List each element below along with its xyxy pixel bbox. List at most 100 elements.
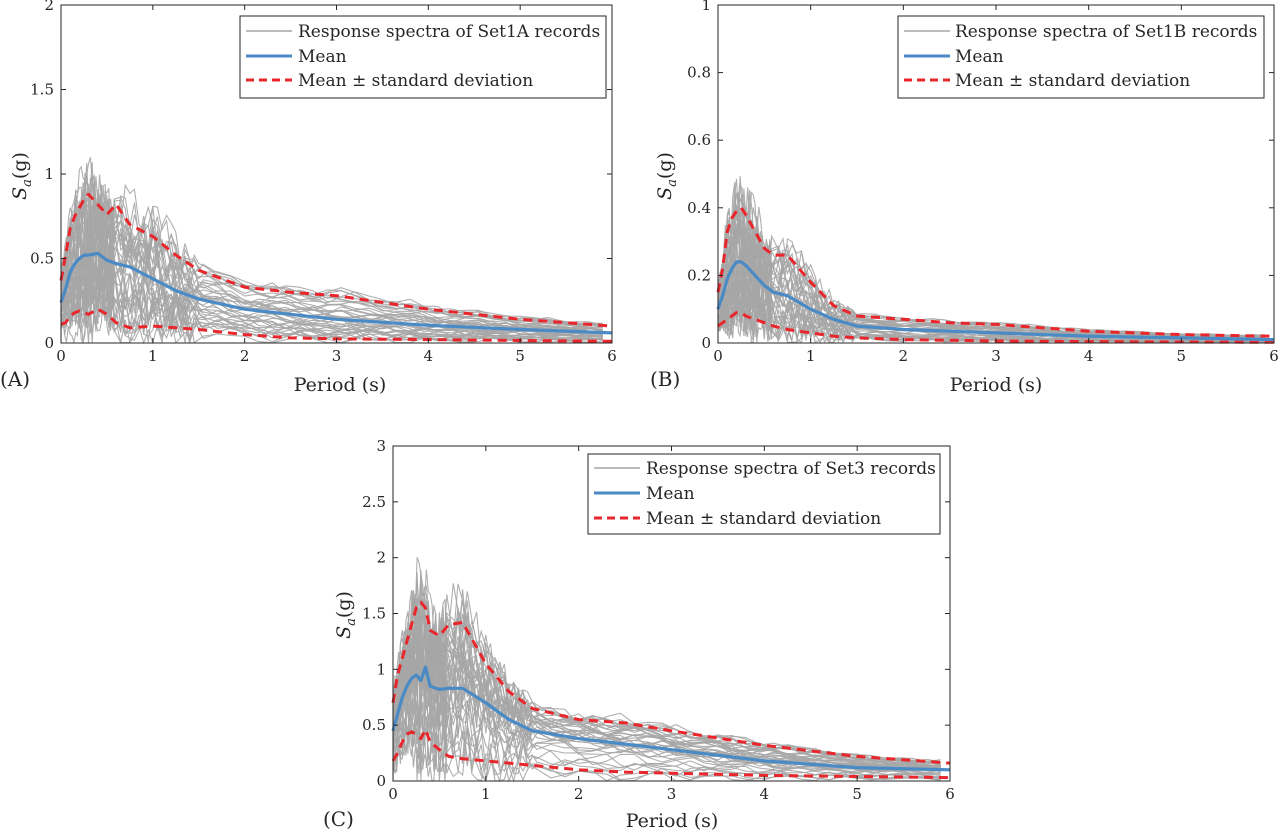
panel-c-x-tick-label: 0 bbox=[388, 785, 398, 803]
panel-b-label: (B) bbox=[650, 367, 680, 391]
panel-a-mean-plus-std-line bbox=[59, 192, 613, 328]
panel-c-legend-std-label: Mean ± standard deviation bbox=[646, 509, 881, 529]
panel-c-mean-plus-std-line bbox=[391, 600, 951, 765]
panel-a-mean-minus-std-line bbox=[60, 307, 613, 343]
panel-b-x-tick-label: 6 bbox=[1269, 347, 1278, 365]
panel-c-record-line bbox=[392, 707, 941, 782]
panel-c-legend-box bbox=[587, 453, 941, 535]
panel-c: 0 1 2 3 4 5 6 0 0.5 1 1.5 2 2.5 3 Period (s) Sa(g) (C… bbox=[323, 437, 955, 832]
panel-a-x-tick-label: 2 bbox=[240, 347, 250, 365]
panel-b-x-tick-label: 4 bbox=[1084, 347, 1094, 365]
panel-c-x-tick-label: 1 bbox=[481, 785, 491, 803]
panel-b-ticks: 0 1 2 3 4 5 6 0 0.2 0.4 0.6 0.8 1 bbox=[687, 0, 1278, 365]
panel-a-y-tick-label: 2 bbox=[44, 0, 54, 14]
panel-a-label: (A) bbox=[0, 367, 30, 391]
panel-c-record-line bbox=[392, 607, 941, 767]
panel-b-legend-box bbox=[897, 15, 1265, 99]
panel-a-legend-records-label: Response spectra of Set1A records bbox=[298, 22, 600, 42]
panel-b-x-tick-label: 0 bbox=[713, 347, 723, 365]
panel-c-record-line bbox=[392, 706, 941, 780]
panel-a-x-tick-label: 4 bbox=[424, 347, 434, 365]
panel-a-legend-std-label: Mean ± standard deviation bbox=[298, 71, 533, 91]
panel-a-x-tick-label: 1 bbox=[148, 347, 158, 365]
panel-c-y-tick-label: 2.5 bbox=[362, 493, 386, 511]
panel-c-x-tick-label: 2 bbox=[574, 785, 584, 803]
panel-b-legend: Response spectra of Set1B records Mean M… bbox=[897, 15, 1265, 99]
panel-a-marks bbox=[59, 192, 613, 343]
panel-c-record-line bbox=[392, 700, 941, 777]
panel-c-marks bbox=[391, 600, 951, 780]
panel-b-marks bbox=[716, 206, 1275, 344]
panel-b-x-tick-label: 3 bbox=[991, 347, 1001, 365]
panel-c-y-axis-label: Sa(g) bbox=[333, 591, 359, 639]
panel-a-record-line bbox=[60, 178, 603, 328]
panel-b-mean-plus-std-line bbox=[716, 206, 1275, 338]
panel-a-record-line bbox=[60, 197, 603, 331]
panel-b-mean-line bbox=[716, 260, 1275, 342]
panel-b-y-tick-label: 0 bbox=[701, 334, 711, 352]
panel-a-x-tick-label: 0 bbox=[56, 347, 66, 365]
panel-a-legend-mean-label: Mean bbox=[298, 47, 347, 67]
panel-c-x-tick-label: 5 bbox=[852, 785, 862, 803]
panel-c-mean-line bbox=[391, 665, 951, 772]
panel-c-legend: Response spectra of Set3 records Mean Me… bbox=[587, 453, 941, 535]
panel-b-record-line bbox=[717, 206, 1265, 339]
panel-b-x-axis-label: Period (s) bbox=[950, 374, 1043, 396]
panel-c-y-tick-label: 0.5 bbox=[362, 716, 386, 734]
panel-c-y-tick-label: 1 bbox=[376, 660, 386, 678]
panel-a-x-tick-label: 3 bbox=[332, 347, 342, 365]
panel-a-mean-line bbox=[59, 251, 613, 335]
panel-b-y-tick-label: 0.2 bbox=[687, 266, 711, 284]
panel-c-legend-mean-label: Mean bbox=[646, 484, 695, 504]
panel-a-legend: Response spectra of Set1A records Mean M… bbox=[239, 15, 607, 99]
panel-b: 0 1 2 3 4 5 6 0 0.2 0.4 0.6 0.8 1 Period (s) Sa(g) (… bbox=[650, 0, 1278, 396]
panel-c-y-tick-label: 1.5 bbox=[362, 605, 386, 623]
panel-a-ticks: 0 1 2 3 4 5 6 0 0.5 1 1.5 2 bbox=[30, 0, 617, 365]
panel-b-y-tick-label: 0.4 bbox=[687, 199, 711, 217]
panel-a-y-tick-label: 0 bbox=[44, 334, 54, 352]
panel-b-record-line bbox=[717, 264, 1265, 342]
panel-c-x-tick-label: 6 bbox=[945, 785, 955, 803]
panel-c-ticks: 0 1 2 3 4 5 6 0 0.5 1 1.5 2 2.5 3 bbox=[362, 437, 955, 803]
panel-c-mean-minus-std-line bbox=[391, 728, 951, 780]
panel-a-record-line bbox=[60, 203, 603, 332]
panel-b-legend-mean-label: Mean bbox=[955, 47, 1004, 67]
panel-c-y-tick-label: 2 bbox=[376, 549, 386, 567]
panel-c-y-tick-label: 0 bbox=[376, 772, 386, 790]
panel-c-y-tick-label: 3 bbox=[376, 437, 386, 455]
panel-a-x-axis-label: Period (s) bbox=[294, 374, 387, 396]
panel-a-record-line bbox=[60, 259, 603, 342]
panel-c-label: (C) bbox=[323, 807, 354, 831]
panel-b-record-line bbox=[717, 208, 1265, 339]
panel-b-y-tick-label: 0.6 bbox=[687, 131, 711, 149]
panel-c-records-group bbox=[392, 557, 941, 783]
panel-b-y-tick-label: 1 bbox=[701, 0, 711, 14]
panel-b-records-group bbox=[717, 176, 1265, 344]
panel-c-x-tick-label: 3 bbox=[667, 785, 677, 803]
panel-a-y-tick-label: 0.5 bbox=[30, 250, 54, 268]
panel-b-y-tick-label: 0.8 bbox=[687, 64, 711, 82]
panel-b-record-line bbox=[717, 178, 1265, 337]
panel-b-mean-minus-std-line bbox=[717, 311, 1275, 344]
panel-a-y-tick-label: 1 bbox=[44, 165, 54, 183]
panel-a-x-tick-label: 6 bbox=[607, 347, 617, 365]
panel-a: 0 1 2 3 4 5 6 0 0.5 1 1.5 2 Period (s) Sa(g) (A) Re… bbox=[0, 0, 617, 396]
panel-a-record-line bbox=[60, 232, 603, 335]
panel-b-x-tick-label: 5 bbox=[1177, 347, 1187, 365]
panel-a-record-line bbox=[60, 286, 603, 345]
panel-c-x-axis-label: Period (s) bbox=[626, 810, 719, 832]
panel-a-legend-box bbox=[239, 15, 607, 99]
panel-c-x-tick-label: 4 bbox=[760, 785, 770, 803]
panel-c-record-line bbox=[392, 572, 941, 763]
panel-a-y-axis-label: Sa(g) bbox=[9, 152, 35, 200]
panel-b-legend-std-label: Mean ± standard deviation bbox=[955, 71, 1190, 91]
panel-c-legend-records-label: Response spectra of Set3 records bbox=[646, 459, 936, 479]
panel-a-records-group bbox=[60, 157, 603, 345]
panel-b-x-tick-label: 2 bbox=[899, 347, 909, 365]
panel-b-legend-records-label: Response spectra of Set1B records bbox=[955, 22, 1257, 42]
panel-b-y-axis-label: Sa(g) bbox=[654, 152, 680, 200]
panel-b-x-tick-label: 1 bbox=[806, 347, 816, 365]
panel-a-x-tick-label: 5 bbox=[515, 347, 525, 365]
panel-a-y-tick-label: 1.5 bbox=[30, 81, 54, 99]
